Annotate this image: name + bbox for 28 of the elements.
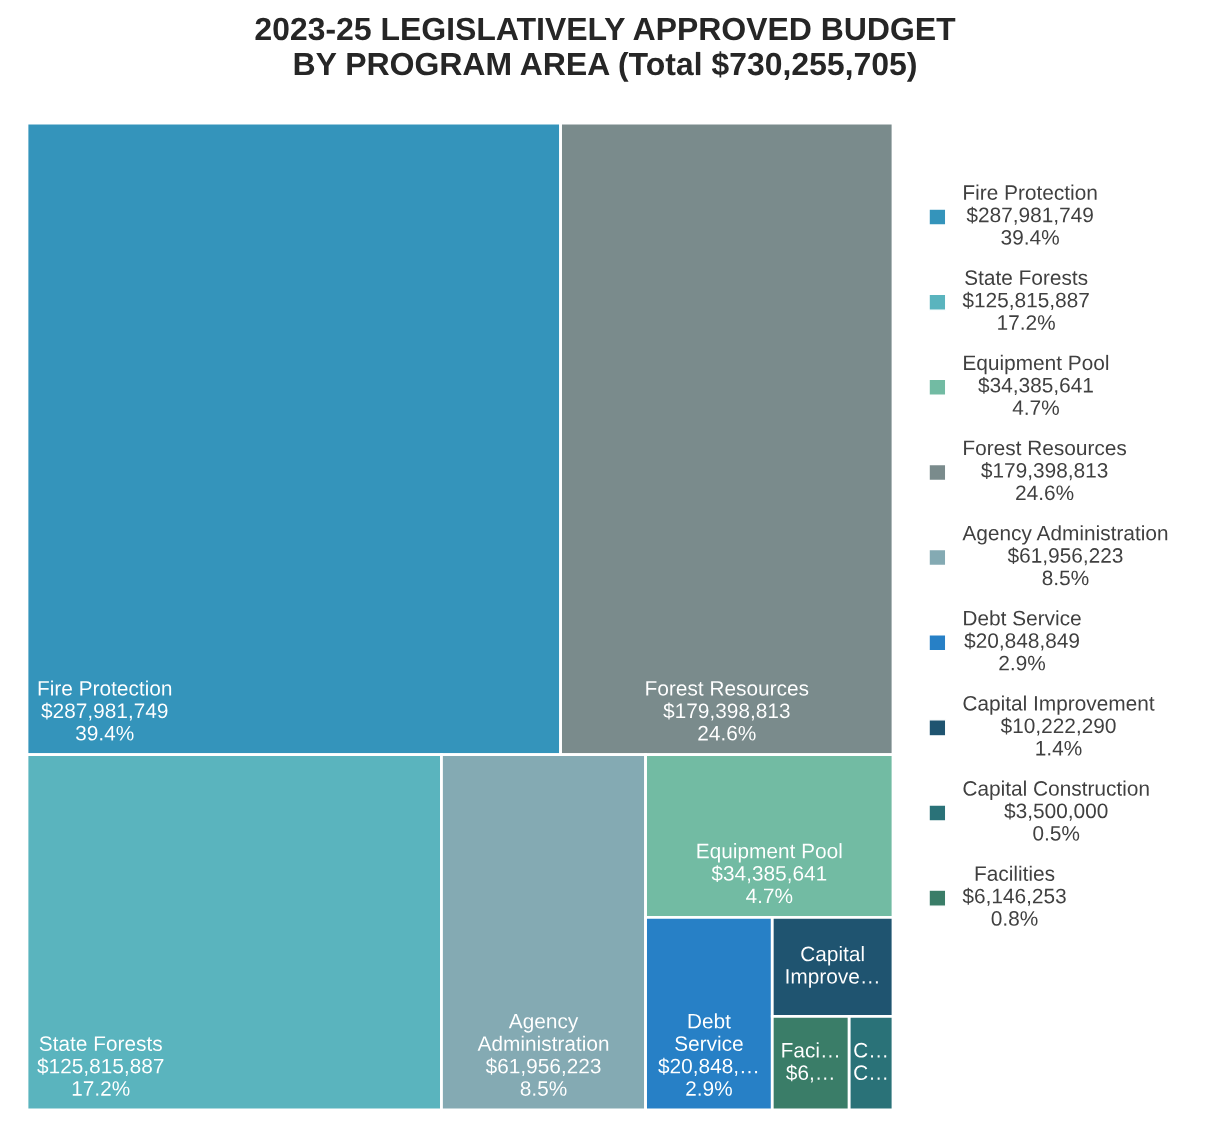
data-label: $287,981,749 39.4% [966,206,1093,245]
category-label: Fire Protection [964,184,1097,200]
text: Agency Administration $61,956,223 8.5% [477,1014,609,1096]
text: State Forests $125,815,887 17.2% [37,1036,164,1096]
data-label: $10,222,290 1.4% [1000,717,1116,756]
data-label: $125,815,887 17.2% [962,291,1089,330]
text: Forest Resources $179,398,813 24.6% [646,681,809,741]
data-label: $61,956,223 8.5% [1007,547,1123,586]
category-label: Facilities [975,865,1055,881]
category-label: State Forests [965,270,1088,286]
category-label: Capital Improvement [963,695,1155,715]
category-label: Debt Service [964,610,1081,626]
text: Fire Protection $287,981,749 39.4% [38,680,172,741]
data-label: $34,385,641 4.7% [978,376,1093,415]
category-label: Forest Resources [964,440,1127,456]
data-label: $3,500,000 0.5% [1004,802,1108,841]
text: Debt Service $20,848,… 2.9% [658,1013,758,1096]
data-label: $179,398,813 24.6% [981,462,1108,501]
text: Equipment Pool $34,385,641 4.7% [697,843,842,904]
text: Faci… $6,… [782,1042,838,1083]
text: Capital Improve… [786,946,878,988]
category-label: Equipment Pool [964,354,1109,375]
text: 2023-25 LEGISLATIVELY APPROVED BUDGET BY PROGRAM AREA (Total $730,255,705) [255,17,956,82]
data-label: $20,848,849 2.9% [964,632,1079,671]
category-label: Agency Administration [962,525,1168,545]
text: C… C… [854,1042,887,1081]
data-label: $6,146,253 0.8% [962,887,1066,926]
category-label: Capital Construction [963,780,1149,800]
